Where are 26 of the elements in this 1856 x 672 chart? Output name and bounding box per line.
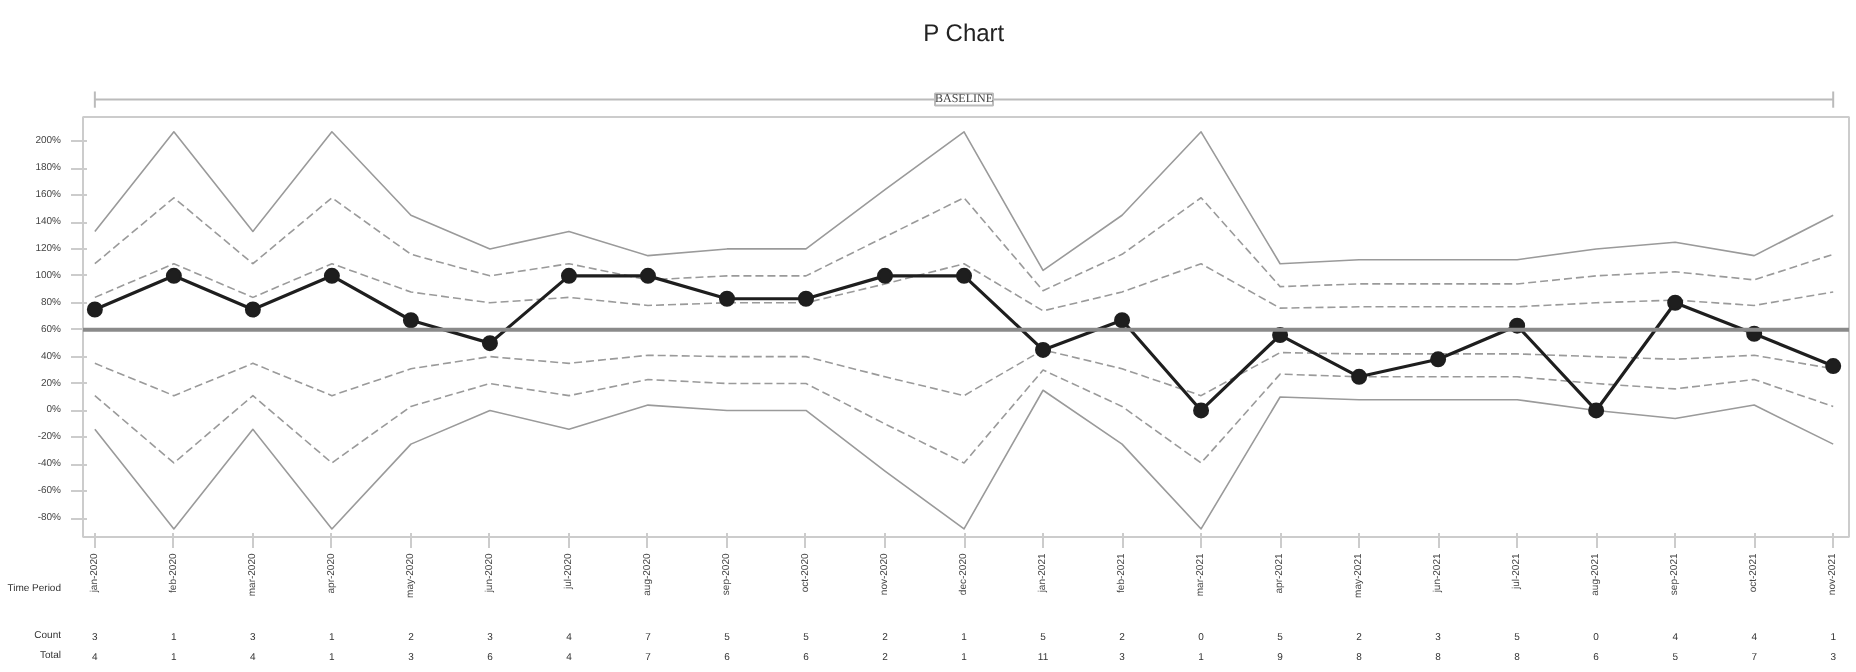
- point: [481, 335, 498, 352]
- point: [1667, 294, 1684, 311]
- point: [165, 267, 182, 284]
- point: [797, 290, 814, 307]
- point: [1825, 358, 1842, 375]
- point: [1035, 341, 1052, 358]
- point: [402, 312, 419, 329]
- point: [639, 267, 656, 284]
- point: [1114, 312, 1131, 329]
- chart-title: P Chart: [923, 19, 1006, 48]
- line-series: [94, 131, 1834, 272]
- line-series: [94, 262, 1834, 312]
- point: [1193, 402, 1210, 419]
- point: [877, 267, 894, 284]
- point: [560, 267, 577, 284]
- point: [86, 301, 103, 318]
- line-series: [94, 369, 1834, 464]
- point: [323, 267, 340, 284]
- point: [244, 301, 261, 318]
- point: [1430, 351, 1447, 368]
- line-series: [94, 196, 1834, 292]
- point: [718, 290, 735, 307]
- line-series: [94, 389, 1834, 530]
- point: [1588, 402, 1605, 419]
- point: [956, 267, 973, 284]
- point: [1351, 368, 1368, 385]
